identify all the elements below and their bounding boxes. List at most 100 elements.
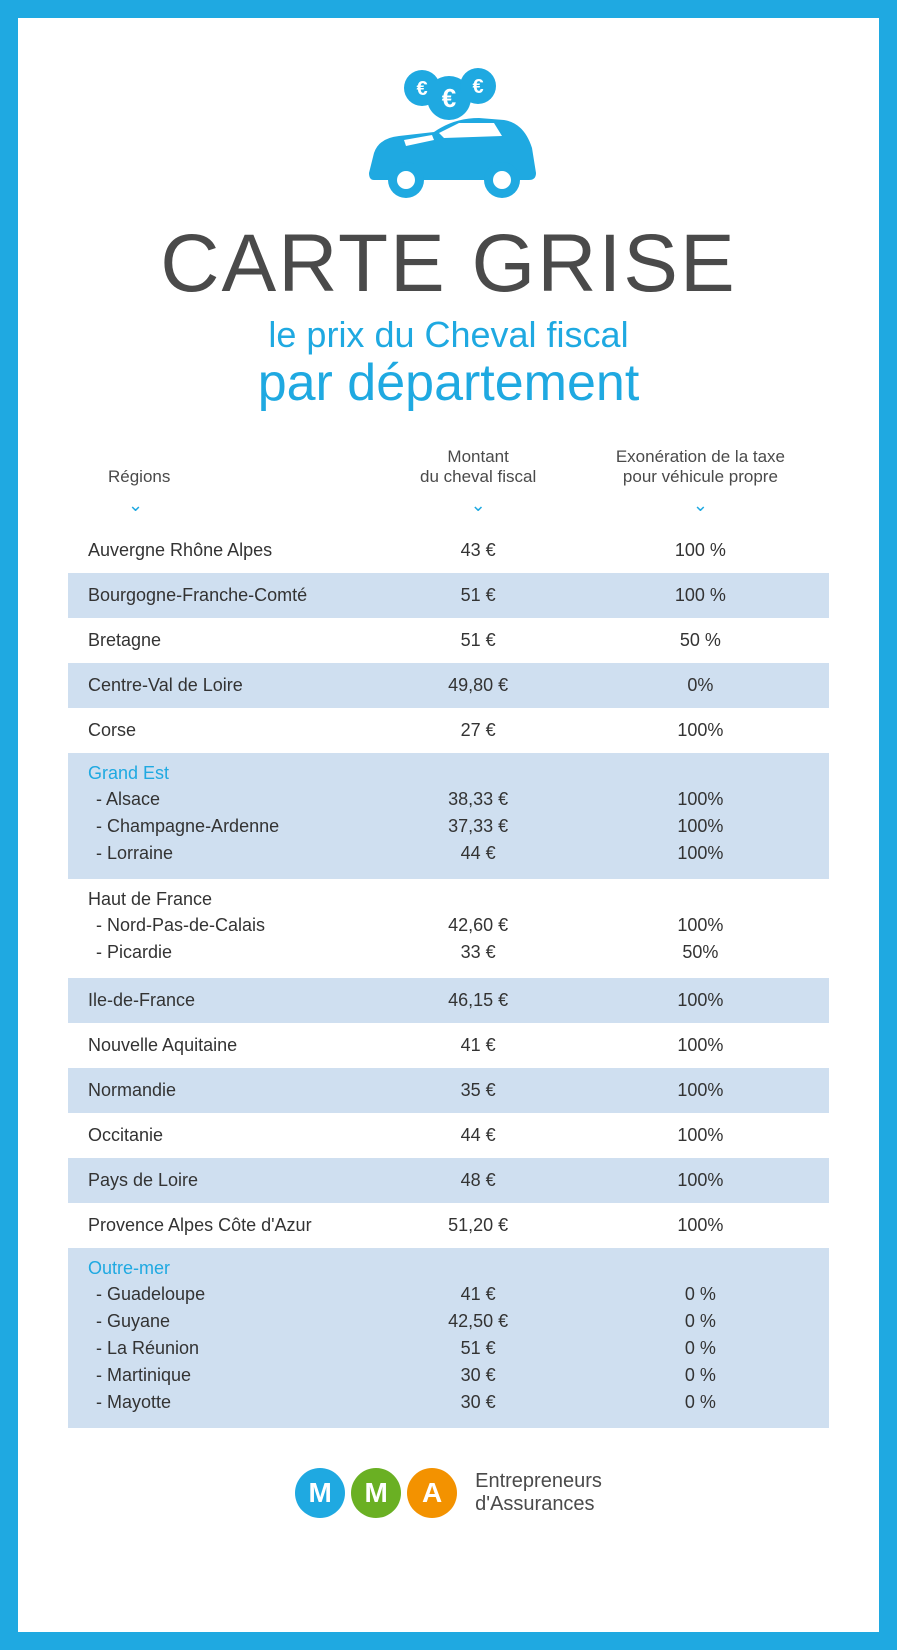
table-body: Auvergne Rhône Alpes43 €100 %Bourgogne-F… (68, 528, 829, 1428)
cell-sub-label: - Lorraine (78, 840, 374, 867)
cell-exo: 100% (582, 1080, 819, 1101)
cell-exo: 0 % (582, 1389, 819, 1416)
cell-montant: 38,33 € (374, 786, 581, 813)
cell-exo: 100% (582, 912, 819, 939)
cell-sub-label: - Nord-Pas-de-Calais (78, 912, 374, 939)
cell-montant: 43 € (374, 540, 581, 561)
svg-text:€: € (416, 78, 427, 100)
sub-row: - Mayotte30 €0 % (78, 1389, 819, 1416)
car-euro-icon: € € € (344, 58, 554, 213)
footer-tagline: Entrepreneurs d'Assurances (475, 1470, 602, 1516)
sub-row: - Guyane42,50 €0 % (78, 1308, 819, 1335)
cell-sub-label: - Martinique (78, 1362, 374, 1389)
price-table: Régions Montant du cheval fiscal Exonéra… (68, 447, 829, 1428)
sub-row: - Guadeloupe41 €0 % (78, 1281, 819, 1308)
cell-exo: 0% (582, 675, 819, 696)
logo-letter-a: A (407, 1468, 457, 1518)
sub-row: - Martinique30 €0 % (78, 1362, 819, 1389)
cell-sub-label: - Guadeloupe (78, 1281, 374, 1308)
cell-sub-label: - Champagne-Ardenne (78, 813, 374, 840)
cell-montant: 37,33 € (374, 813, 581, 840)
table-row: Nouvelle Aquitaine41 €100% (68, 1023, 829, 1068)
cell-montant: 48 € (374, 1170, 581, 1191)
tagline-line1: Entrepreneurs (475, 1470, 602, 1493)
cell-region: Pays de Loire (78, 1170, 374, 1191)
group-title: Haut de France (78, 889, 819, 910)
footer-logo: M M A Entrepreneurs d'Assurances (295, 1468, 602, 1518)
svg-text:€: € (472, 76, 483, 98)
sub-row: - La Réunion51 €0 % (78, 1335, 819, 1362)
cell-exo: 100% (582, 1170, 819, 1191)
cell-exo: 100% (582, 840, 819, 867)
cell-montant: 51 € (374, 585, 581, 606)
table-row: Normandie35 €100% (68, 1068, 829, 1113)
cell-exo: 0 % (582, 1308, 819, 1335)
cell-exo: 100% (582, 990, 819, 1011)
cell-exo: 100 % (582, 585, 819, 606)
logo-letter-m1: M (295, 1468, 345, 1518)
cell-exo: 100% (582, 720, 819, 741)
mma-logo-icon: M M A (295, 1468, 457, 1518)
cell-montant: 42,60 € (374, 912, 581, 939)
cell-montant: 51 € (374, 630, 581, 651)
cell-montant: 51 € (374, 1335, 581, 1362)
cell-region: Bourgogne-Franche-Comté (78, 585, 374, 606)
cell-montant: 30 € (374, 1389, 581, 1416)
cell-region: Nouvelle Aquitaine (78, 1035, 374, 1056)
cell-exo: 50% (582, 939, 819, 966)
cell-exo: 100% (582, 786, 819, 813)
table-group-row: Outre-mer- Guadeloupe41 €0 %- Guyane42,5… (68, 1248, 829, 1428)
cell-sub-label: - Guyane (78, 1308, 374, 1335)
cell-montant: 51,20 € (374, 1215, 581, 1236)
chevron-down-icon[interactable]: ⌄ (128, 495, 143, 516)
sub-row: - Lorraine44 €100% (78, 840, 819, 867)
sort-chevrons-row: ⌄ ⌄ ⌄ (68, 495, 829, 528)
cell-montant: 41 € (374, 1281, 581, 1308)
table-group-row: Haut de France- Nord-Pas-de-Calais42,60 … (68, 879, 829, 978)
cell-montant: 46,15 € (374, 990, 581, 1011)
sub-row: - Champagne-Ardenne37,33 €100% (78, 813, 819, 840)
svg-text:€: € (441, 83, 455, 113)
table-row: Occitanie44 €100% (68, 1113, 829, 1158)
table-row: Provence Alpes Côte d'Azur51,20 €100% (68, 1203, 829, 1248)
cell-sub-label: - Mayotte (78, 1389, 374, 1416)
cell-sub-label: - Alsace (78, 786, 374, 813)
cell-montant: 44 € (374, 840, 581, 867)
cell-region: Bretagne (78, 630, 374, 651)
cell-montant: 41 € (374, 1035, 581, 1056)
chevron-down-icon[interactable]: ⌄ (693, 495, 708, 516)
cell-region: Normandie (78, 1080, 374, 1101)
infographic-frame: € € € CARTE GRISE le prix du Cheval fisc… (0, 0, 897, 1650)
cell-montant: 27 € (374, 720, 581, 741)
table-row: Corse27 €100% (68, 708, 829, 753)
cell-montant: 35 € (374, 1080, 581, 1101)
cell-region: Ile-de-France (78, 990, 374, 1011)
table-row: Auvergne Rhône Alpes43 €100 % (68, 528, 829, 573)
table-row: Bretagne51 €50 % (68, 618, 829, 663)
table-row: Pays de Loire48 €100% (68, 1158, 829, 1203)
table-row: Centre-Val de Loire49,80 €0% (68, 663, 829, 708)
table-row: Bourgogne-Franche-Comté51 €100 % (68, 573, 829, 618)
group-title: Grand Est (78, 763, 819, 784)
cell-exo: 50 % (582, 630, 819, 651)
sub-row: - Picardie33 €50% (78, 939, 819, 966)
cell-exo: 100 % (582, 540, 819, 561)
table-row: Ile-de-France46,15 €100% (68, 978, 829, 1023)
chevron-down-icon[interactable]: ⌄ (471, 495, 486, 516)
cell-sub-label: - Picardie (78, 939, 374, 966)
cell-sub-label: - La Réunion (78, 1335, 374, 1362)
cell-exo: 100% (582, 1215, 819, 1236)
cell-montant: 33 € (374, 939, 581, 966)
main-title: CARTE GRISE (160, 223, 736, 305)
cell-region: Provence Alpes Côte d'Azur (78, 1215, 374, 1236)
table-header-row: Régions Montant du cheval fiscal Exonéra… (68, 447, 829, 495)
cell-exo: 100% (582, 1035, 819, 1056)
cell-region: Auvergne Rhône Alpes (78, 540, 374, 561)
subtitle-line2: par département (258, 355, 640, 412)
cell-exo: 100% (582, 1125, 819, 1146)
tagline-line2: d'Assurances (475, 1493, 602, 1516)
sub-row: - Nord-Pas-de-Calais42,60 €100% (78, 912, 819, 939)
logo-letter-m2: M (351, 1468, 401, 1518)
cell-exo: 100% (582, 813, 819, 840)
cell-exo: 0 % (582, 1281, 819, 1308)
